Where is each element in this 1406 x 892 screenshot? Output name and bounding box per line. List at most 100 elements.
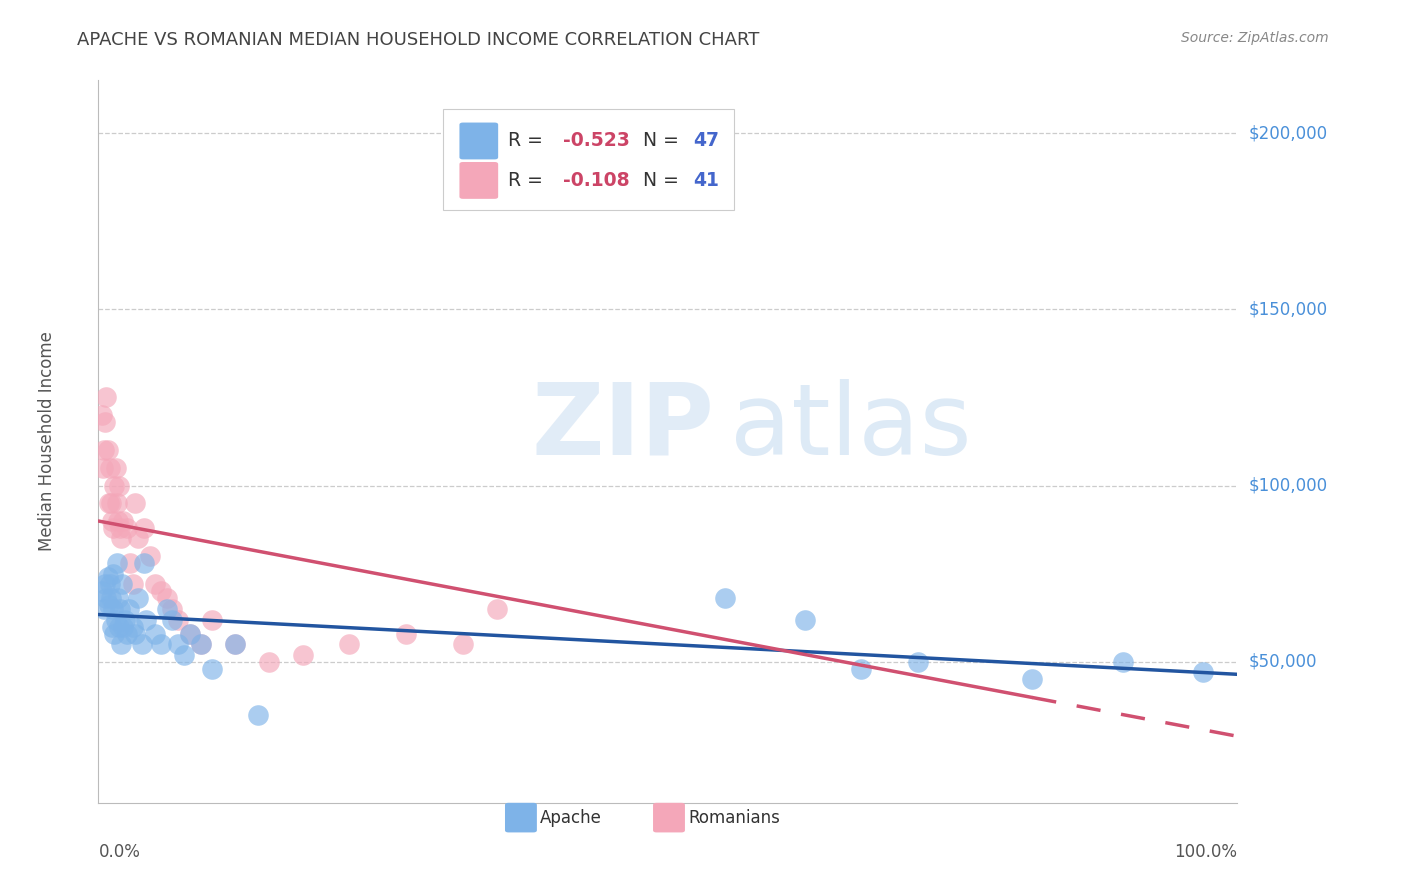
Text: 41: 41 bbox=[693, 171, 718, 190]
Point bbox=[108, 521, 131, 535]
Point bbox=[793, 613, 815, 627]
Text: $150,000: $150,000 bbox=[1249, 301, 1327, 318]
Point bbox=[103, 626, 125, 640]
Point bbox=[93, 602, 115, 616]
Point bbox=[292, 648, 315, 662]
Point bbox=[145, 626, 167, 640]
Point bbox=[259, 655, 281, 669]
Point bbox=[100, 496, 122, 510]
Point bbox=[201, 613, 224, 627]
Point bbox=[104, 461, 127, 475]
Point bbox=[108, 602, 131, 616]
Point bbox=[131, 637, 153, 651]
Point bbox=[451, 144, 474, 158]
Point bbox=[395, 626, 418, 640]
Point bbox=[1021, 673, 1043, 687]
Point bbox=[224, 637, 246, 651]
Point bbox=[145, 577, 167, 591]
Point bbox=[97, 496, 120, 510]
Point bbox=[124, 496, 146, 510]
Point bbox=[201, 662, 224, 676]
Point bbox=[93, 443, 115, 458]
Point bbox=[94, 577, 117, 591]
Point bbox=[337, 637, 360, 651]
Point bbox=[91, 461, 114, 475]
Point bbox=[112, 514, 135, 528]
FancyBboxPatch shape bbox=[460, 122, 498, 160]
Point bbox=[486, 602, 509, 616]
FancyBboxPatch shape bbox=[652, 803, 685, 832]
Text: N =: N = bbox=[643, 131, 685, 151]
Text: -0.523: -0.523 bbox=[562, 131, 630, 151]
Point bbox=[150, 584, 173, 599]
Point bbox=[110, 532, 132, 546]
Text: N =: N = bbox=[643, 171, 685, 190]
Point bbox=[94, 415, 117, 429]
Point bbox=[156, 591, 179, 606]
Point bbox=[96, 570, 118, 584]
Point bbox=[104, 613, 127, 627]
Point bbox=[162, 613, 184, 627]
Point bbox=[98, 461, 121, 475]
Point bbox=[1192, 665, 1215, 680]
Point bbox=[98, 577, 121, 591]
Point bbox=[115, 521, 138, 535]
Point bbox=[173, 648, 195, 662]
Text: 100.0%: 100.0% bbox=[1174, 843, 1237, 861]
Point bbox=[851, 662, 873, 676]
Text: Apache: Apache bbox=[540, 809, 602, 827]
Text: R =: R = bbox=[509, 131, 550, 151]
Point bbox=[190, 637, 212, 651]
Text: Source: ZipAtlas.com: Source: ZipAtlas.com bbox=[1181, 31, 1329, 45]
Point bbox=[90, 408, 112, 422]
Point bbox=[132, 556, 155, 570]
Point bbox=[132, 521, 155, 535]
Point bbox=[112, 619, 135, 633]
Text: ZIP: ZIP bbox=[531, 378, 714, 475]
Text: $50,000: $50,000 bbox=[1249, 653, 1317, 671]
Point bbox=[97, 599, 120, 613]
Point bbox=[179, 626, 201, 640]
Point bbox=[127, 532, 149, 546]
Text: APACHE VS ROMANIAN MEDIAN HOUSEHOLD INCOME CORRELATION CHART: APACHE VS ROMANIAN MEDIAN HOUSEHOLD INCO… bbox=[77, 31, 759, 49]
Point bbox=[121, 577, 143, 591]
Point bbox=[246, 707, 269, 722]
Text: R =: R = bbox=[509, 171, 550, 190]
Text: -0.108: -0.108 bbox=[562, 171, 630, 190]
Point bbox=[96, 391, 118, 405]
Point bbox=[107, 514, 129, 528]
Point bbox=[907, 655, 929, 669]
Point bbox=[714, 591, 737, 606]
Point bbox=[114, 613, 136, 627]
FancyBboxPatch shape bbox=[443, 109, 734, 211]
Point bbox=[120, 556, 142, 570]
Point bbox=[103, 566, 125, 581]
Point bbox=[110, 637, 132, 651]
Text: atlas: atlas bbox=[731, 378, 972, 475]
Point bbox=[101, 514, 124, 528]
Point bbox=[451, 637, 474, 651]
Point bbox=[111, 577, 134, 591]
Point bbox=[107, 591, 129, 606]
Point bbox=[118, 602, 141, 616]
Text: $200,000: $200,000 bbox=[1249, 124, 1327, 142]
Point bbox=[103, 602, 125, 616]
Point bbox=[108, 478, 131, 492]
Point bbox=[167, 613, 190, 627]
Point bbox=[90, 584, 112, 599]
Point bbox=[162, 602, 184, 616]
Point bbox=[150, 637, 173, 651]
Point bbox=[100, 591, 122, 606]
Point bbox=[127, 591, 149, 606]
Point bbox=[103, 521, 125, 535]
Point bbox=[224, 637, 246, 651]
Point bbox=[108, 619, 131, 633]
Point bbox=[105, 496, 128, 510]
Text: Romanians: Romanians bbox=[689, 809, 780, 827]
Point bbox=[121, 619, 143, 633]
Point bbox=[105, 556, 128, 570]
Point bbox=[124, 626, 146, 640]
Point bbox=[101, 619, 124, 633]
Point bbox=[1112, 655, 1135, 669]
Point bbox=[167, 637, 190, 651]
